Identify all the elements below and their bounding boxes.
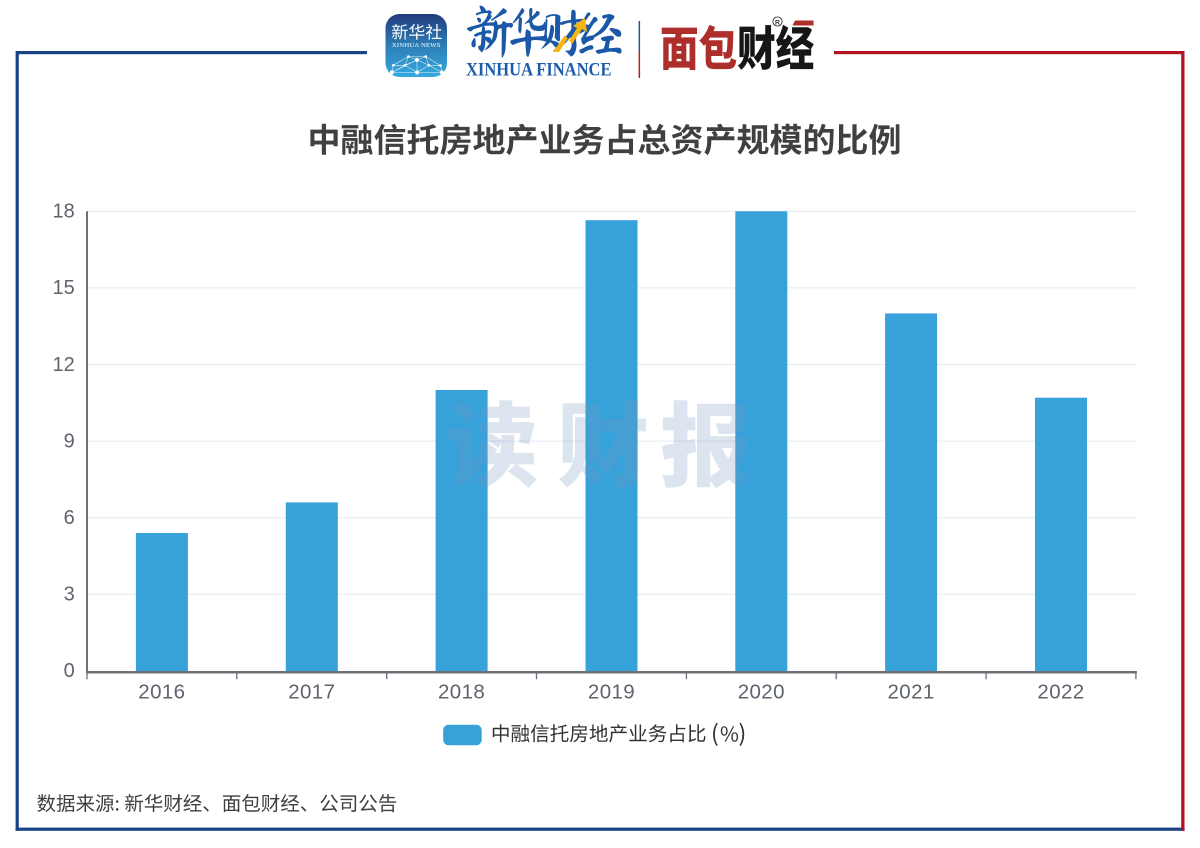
svg-text:2017: 2017: [288, 681, 335, 704]
svg-text:XINHUA FINANCE: XINHUA FINANCE: [466, 60, 612, 81]
svg-text:2021: 2021: [887, 681, 934, 704]
svg-text:12: 12: [53, 354, 75, 376]
svg-text:3: 3: [64, 584, 75, 606]
svg-text:15: 15: [53, 277, 75, 299]
svg-text:2018: 2018: [438, 681, 485, 704]
svg-text:2016: 2016: [138, 681, 185, 704]
svg-text:18: 18: [53, 201, 75, 223]
svg-text:2019: 2019: [588, 681, 635, 704]
svg-text:R: R: [775, 20, 780, 27]
svg-text:XINHUA NEWS: XINHUA NEWS: [392, 42, 441, 49]
svg-text:2022: 2022: [1037, 681, 1084, 704]
svg-text:9: 9: [64, 430, 75, 452]
svg-text:0: 0: [64, 660, 75, 682]
svg-text:6: 6: [64, 507, 75, 529]
svg-text:2020: 2020: [738, 681, 785, 704]
